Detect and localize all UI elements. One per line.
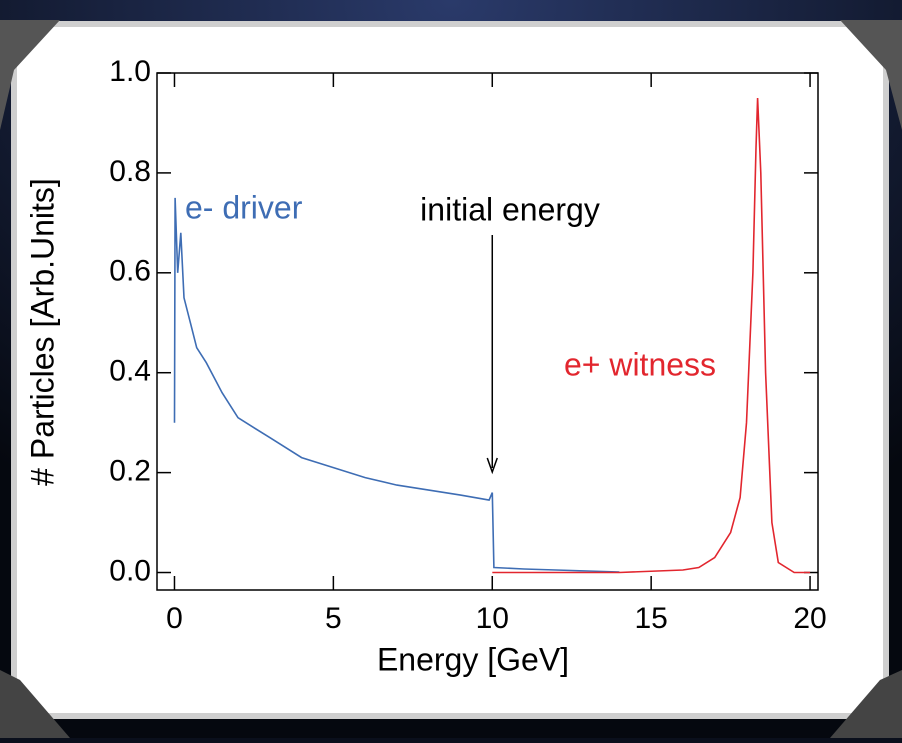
x-tick-label: 20 [793, 602, 826, 635]
panel [11, 21, 889, 719]
frame-corner [0, 20, 60, 130]
series-line [492, 97, 811, 574]
y-tick-label: 0.0 [109, 554, 151, 587]
y-tick-label: 0.2 [109, 455, 151, 488]
annotation: initial energy [420, 191, 600, 227]
y-tick-label: 0.8 [109, 155, 151, 188]
y-tick-label: 0.6 [109, 255, 151, 288]
x-tick-label: 15 [634, 602, 667, 635]
legend-label: e- driver [185, 189, 303, 225]
x-tick-label: 5 [325, 602, 342, 635]
x-tick-label: 0 [166, 602, 183, 635]
y-tick-label: 1.0 [109, 55, 151, 88]
plot-frame [156, 72, 819, 591]
legend-label: e+ witness [564, 346, 716, 382]
x-tick-label: 10 [476, 602, 509, 635]
frame-corner [830, 670, 902, 738]
frame-corner [0, 670, 70, 738]
frame-corner [840, 20, 902, 130]
y-tick-label: 0.4 [109, 355, 151, 388]
annotation-arrowhead [486, 457, 498, 475]
series-line [173, 197, 620, 573]
x-axis-label: Energy [GeV] [377, 641, 569, 677]
y-axis-label: # Particles [Arb.Units] [24, 178, 60, 486]
